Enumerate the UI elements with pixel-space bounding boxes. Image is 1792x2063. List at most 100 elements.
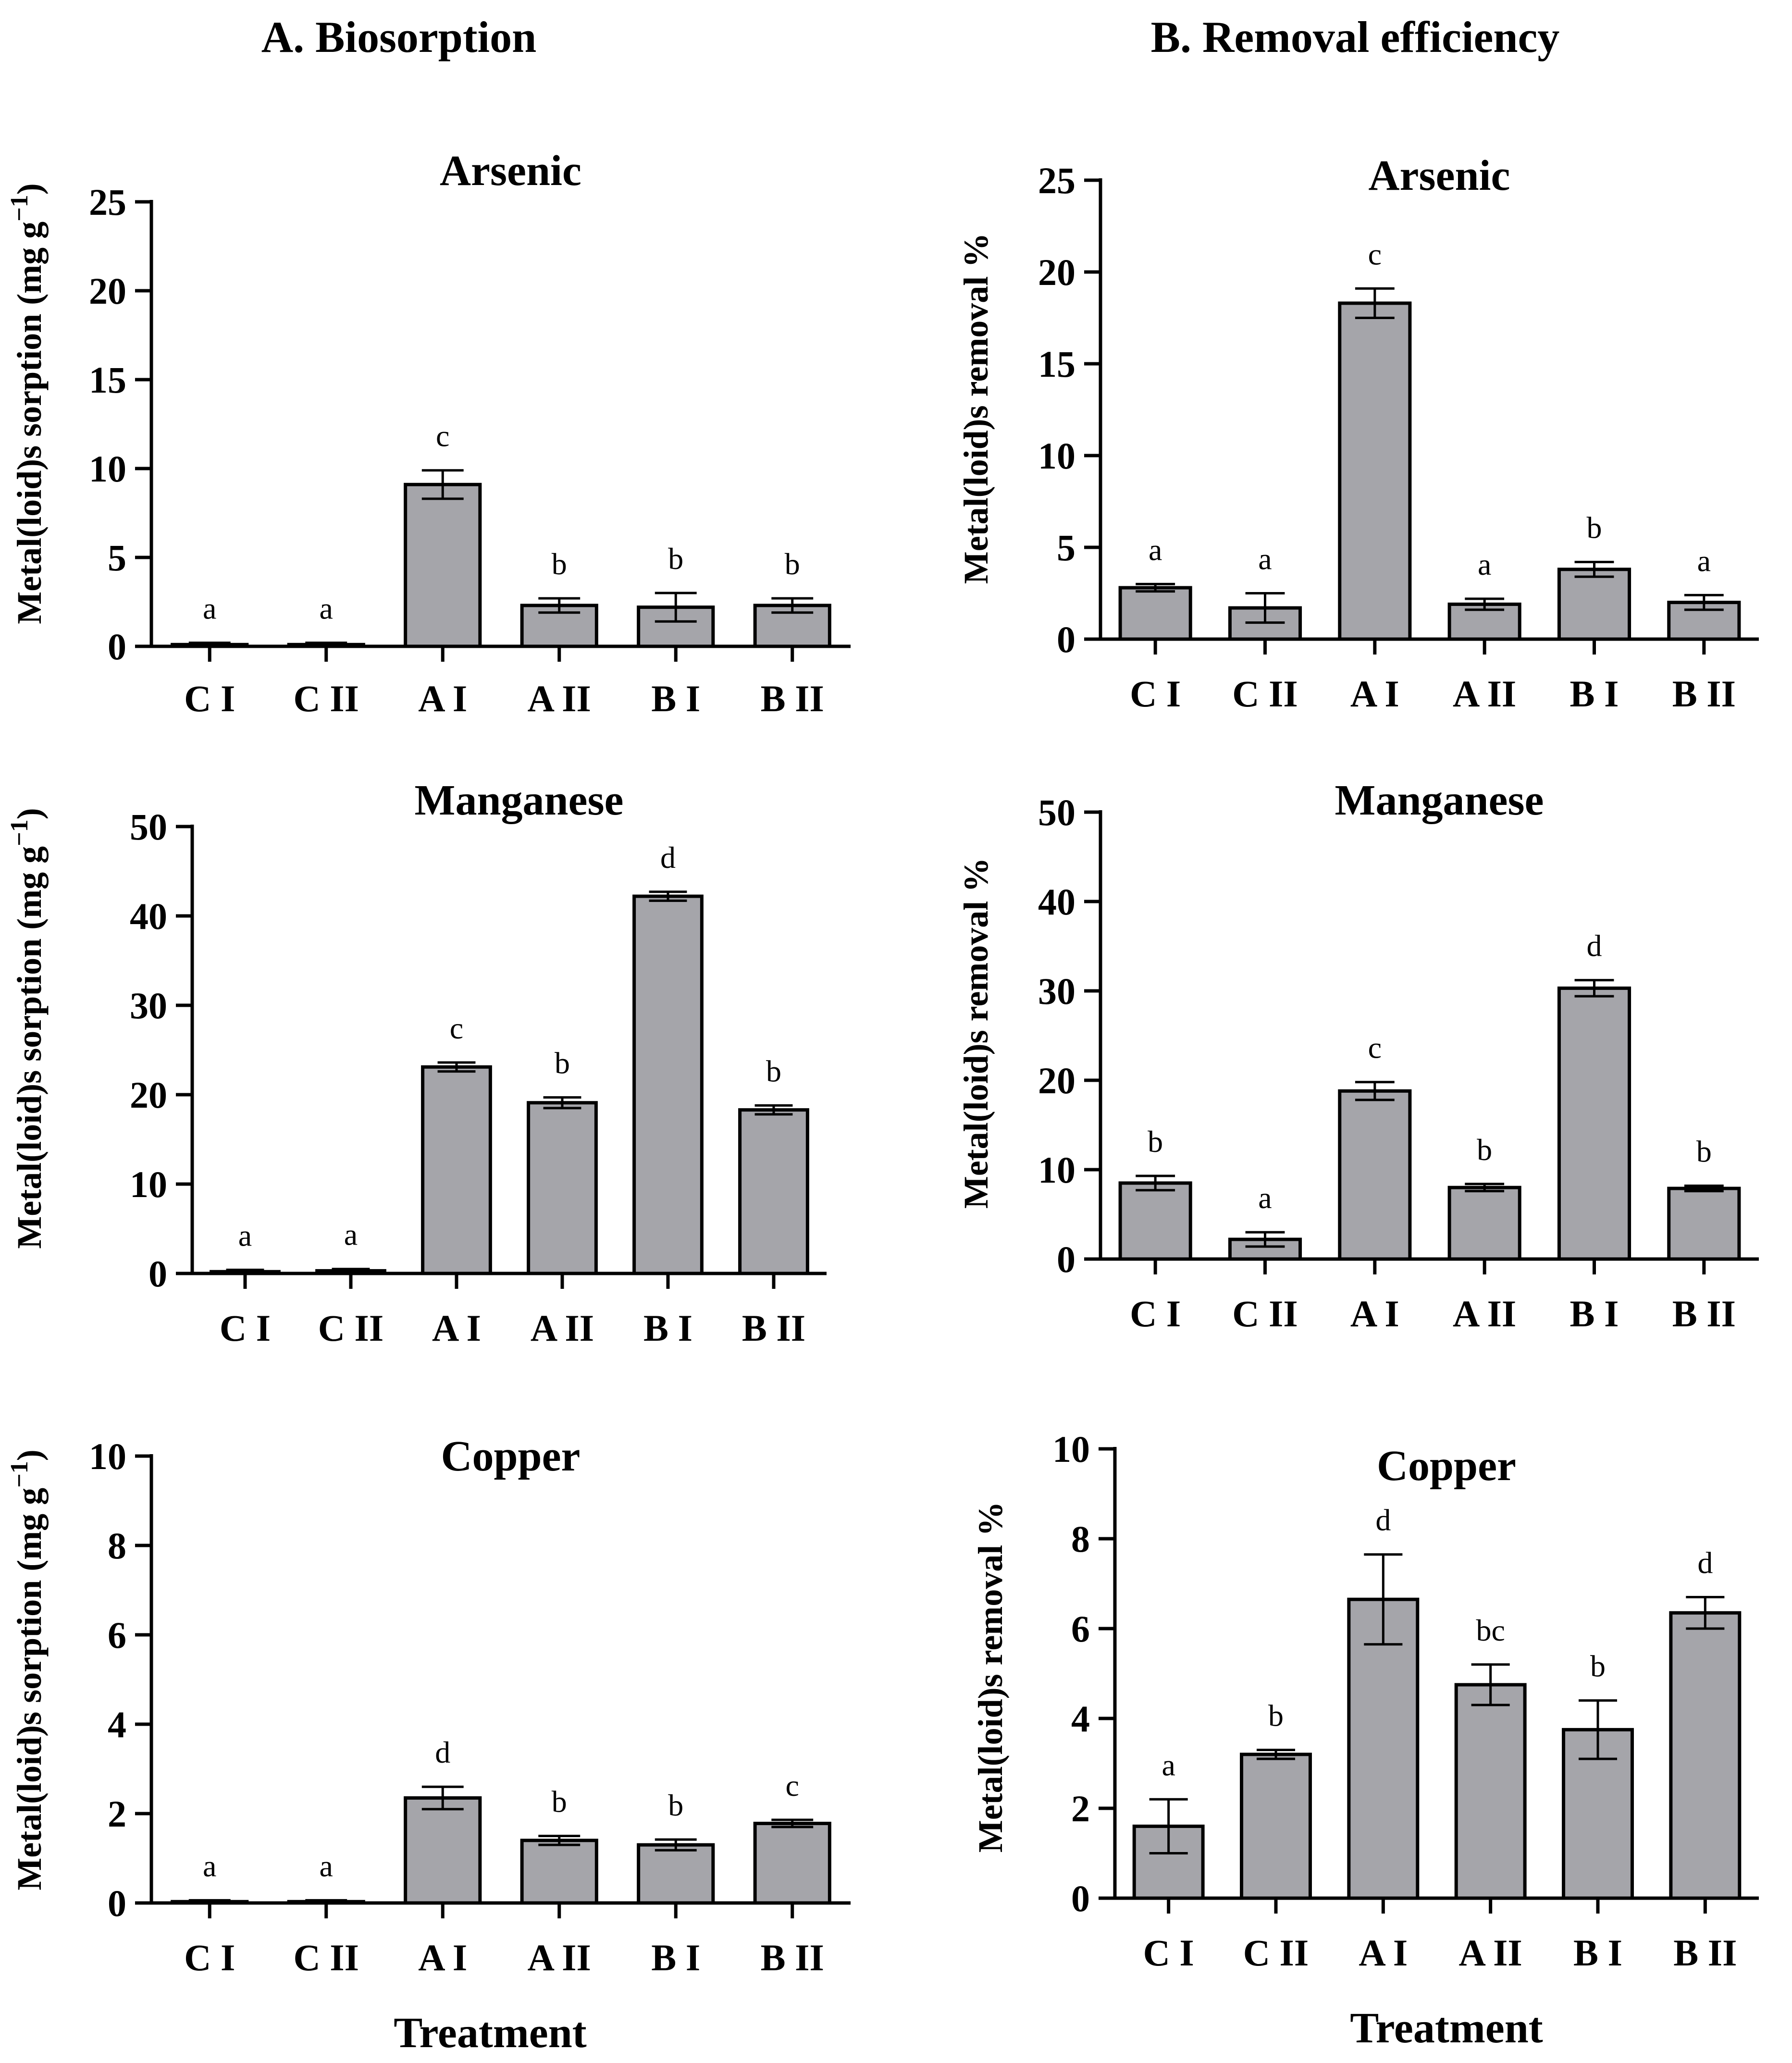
bar-copper-sorption-5 xyxy=(753,1821,831,1905)
significance-letter-manganese-removal-3: b xyxy=(1477,1133,1492,1167)
y-tick-label-manganese-removal-2: 20 xyxy=(1038,1060,1075,1101)
bar-copper-removal-1 xyxy=(1240,1753,1312,1900)
y-tick-label-arsenic-sorption-5: 25 xyxy=(89,181,126,223)
significance-letter-arsenic-removal-4: b xyxy=(1587,511,1602,545)
y-tick-label-manganese-sorption-1: 10 xyxy=(130,1163,167,1205)
chart-copper-removal: Copper Metal(loid)s removal % a C I b C II d A … xyxy=(971,1428,1759,2052)
significance-letter-arsenic-removal-1: a xyxy=(1258,542,1272,576)
x-tick-label-copper-sorption-5: B II xyxy=(761,1937,824,1978)
x-tick-label-arsenic-sorption-2: A I xyxy=(418,678,467,719)
significance-letter-copper-removal-0: a xyxy=(1162,1748,1175,1782)
bar-manganese-removal-0 xyxy=(1118,1181,1192,1261)
bar-arsenic-sorption-2 xyxy=(404,482,482,648)
x-tick-label-copper-sorption-2: A I xyxy=(418,1937,467,1978)
y-tick-label-copper-removal-3: 6 xyxy=(1071,1608,1090,1650)
x-tick-label-arsenic-removal-0: C I xyxy=(1130,673,1181,715)
x-tick-label-arsenic-sorption-5: B II xyxy=(761,678,824,719)
significance-letter-arsenic-removal-0: a xyxy=(1149,532,1162,567)
y-tick-label-copper-sorption-0: 0 xyxy=(108,1882,126,1924)
y-tick-label-arsenic-sorption-2: 10 xyxy=(89,448,126,490)
bar-copper-removal-3 xyxy=(1454,1683,1527,1900)
x-tick-label-copper-removal-4: B I xyxy=(1573,1932,1622,1974)
significance-letter-manganese-sorption-0: a xyxy=(238,1219,252,1253)
x-tick-label-manganese-removal-5: B II xyxy=(1672,1293,1736,1334)
x-tick-label-manganese-removal-3: A II xyxy=(1453,1293,1516,1334)
panel-title-arsenic-removal: Arsenic xyxy=(1369,152,1510,199)
bar-manganese-sorption-2 xyxy=(421,1065,492,1275)
bar-copper-sorption-2 xyxy=(404,1796,482,1905)
y-tick-label-arsenic-removal-0: 0 xyxy=(1057,618,1075,660)
bar-arsenic-removal-2 xyxy=(1338,301,1412,641)
x-tick-label-arsenic-removal-2: A I xyxy=(1350,673,1399,715)
significance-letter-arsenic-removal-3: a xyxy=(1478,547,1491,581)
x-tick-label-arsenic-removal-5: B II xyxy=(1672,673,1736,715)
x-tick-label-manganese-sorption-1: C II xyxy=(318,1307,384,1349)
x-tick-label-arsenic-sorption-3: A II xyxy=(528,678,591,719)
x-axis-label-copper-removal: Treatment xyxy=(1350,2004,1543,2052)
significance-letter-copper-sorption-2: d xyxy=(435,1735,450,1769)
x-tick-label-copper-removal-0: C I xyxy=(1143,1932,1194,1974)
x-tick-label-copper-removal-1: C II xyxy=(1243,1932,1309,1974)
x-tick-label-copper-sorption-0: C I xyxy=(184,1937,235,1978)
y-tick-label-arsenic-removal-4: 20 xyxy=(1038,251,1075,293)
bar-manganese-removal-3 xyxy=(1447,1186,1521,1261)
y-tick-label-arsenic-sorption-3: 15 xyxy=(89,359,126,401)
bar-manganese-removal-2 xyxy=(1338,1089,1412,1261)
significance-letter-copper-removal-2: d xyxy=(1375,1503,1391,1537)
x-tick-label-arsenic-sorption-0: C I xyxy=(184,678,235,719)
y-tick-label-copper-sorption-3: 6 xyxy=(108,1614,126,1656)
significance-letter-arsenic-removal-2: c xyxy=(1368,237,1382,271)
significance-letter-manganese-removal-4: d xyxy=(1587,929,1602,963)
x-tick-label-copper-removal-5: B II xyxy=(1673,1932,1737,1974)
bar-copper-removal-5 xyxy=(1669,1611,1742,1900)
y-axis-label-arsenic-sorption: Metal(loid)s sorption (mg g−1) xyxy=(6,183,49,624)
bar-copper-sorption-3 xyxy=(520,1839,598,1905)
significance-letter-arsenic-removal-5: a xyxy=(1697,544,1711,578)
x-tick-label-copper-removal-3: A II xyxy=(1459,1932,1522,1974)
y-tick-label-manganese-removal-0: 0 xyxy=(1057,1238,1075,1280)
x-tick-label-arsenic-removal-1: C II xyxy=(1232,673,1298,715)
y-tick-label-copper-sorption-2: 4 xyxy=(108,1704,126,1745)
panel-title-manganese-sorption: Manganese xyxy=(415,777,624,824)
significance-letter-copper-sorption-5: c xyxy=(786,1768,799,1803)
significance-letter-arsenic-sorption-5: b xyxy=(785,547,800,581)
y-axis-label-manganese-sorption: Metal(loid)s sorption (mg g−1) xyxy=(6,808,49,1249)
bar-arsenic-removal-0 xyxy=(1118,586,1192,641)
y-tick-label-copper-sorption-4: 8 xyxy=(108,1525,126,1567)
bar-copper-sorption-4 xyxy=(637,1843,715,1905)
chart-manganese-sorption: Manganese Metal(loid)s sorption (mg g−1) a… xyxy=(6,777,827,1349)
y-tick-label-copper-sorption-1: 2 xyxy=(108,1793,126,1835)
column-title-removal-efficiency: B. Removal efficiency xyxy=(1151,12,1560,62)
x-tick-label-copper-removal-2: A I xyxy=(1359,1932,1408,1974)
significance-letter-manganese-sorption-2: c xyxy=(450,1011,463,1045)
y-axis-label-copper-removal: Metal(loid)s removal % xyxy=(971,1502,1010,1853)
bar-manganese-sorption-3 xyxy=(527,1101,598,1275)
y-tick-label-arsenic-sorption-0: 0 xyxy=(108,626,126,667)
bar-manganese-removal-5 xyxy=(1667,1186,1741,1261)
x-tick-label-manganese-sorption-5: B II xyxy=(742,1307,805,1349)
x-axis-label-copper-sorption: Treatment xyxy=(394,2009,587,2057)
significance-letter-arsenic-sorption-0: a xyxy=(203,592,216,626)
y-axis-label-copper-sorption: Metal(loid)s sorption (mg g−1) xyxy=(6,1449,49,1890)
x-tick-label-arsenic-sorption-4: B I xyxy=(651,678,700,719)
significance-letter-manganese-sorption-4: d xyxy=(660,840,676,875)
y-axis-label-arsenic-removal: Metal(loid)s removal % xyxy=(957,233,995,584)
significance-letter-copper-sorption-1: a xyxy=(320,1849,333,1883)
significance-letter-manganese-removal-0: b xyxy=(1148,1124,1163,1159)
y-tick-label-manganese-sorption-5: 50 xyxy=(130,806,167,848)
significance-letter-arsenic-sorption-3: b xyxy=(552,547,567,581)
y-tick-label-manganese-removal-5: 50 xyxy=(1038,791,1075,833)
bar-manganese-removal-4 xyxy=(1557,986,1631,1261)
chart-arsenic-sorption: Arsenic Metal(loid)s sorption (mg g−1) a C … xyxy=(6,147,851,719)
significance-letter-manganese-sorption-1: a xyxy=(344,1218,358,1252)
x-tick-label-copper-sorption-3: A II xyxy=(528,1937,591,1978)
y-tick-label-arsenic-sorption-1: 5 xyxy=(108,537,126,579)
y-tick-label-manganese-removal-3: 30 xyxy=(1038,970,1075,1012)
y-tick-label-manganese-removal-1: 10 xyxy=(1038,1149,1075,1191)
x-tick-label-manganese-sorption-3: A II xyxy=(531,1307,594,1349)
y-tick-label-copper-removal-4: 8 xyxy=(1071,1518,1090,1560)
column-title-biosorption: A. Biosorption xyxy=(261,12,537,62)
y-tick-label-arsenic-removal-1: 5 xyxy=(1057,527,1075,568)
y-tick-label-arsenic-removal-3: 15 xyxy=(1038,343,1075,385)
